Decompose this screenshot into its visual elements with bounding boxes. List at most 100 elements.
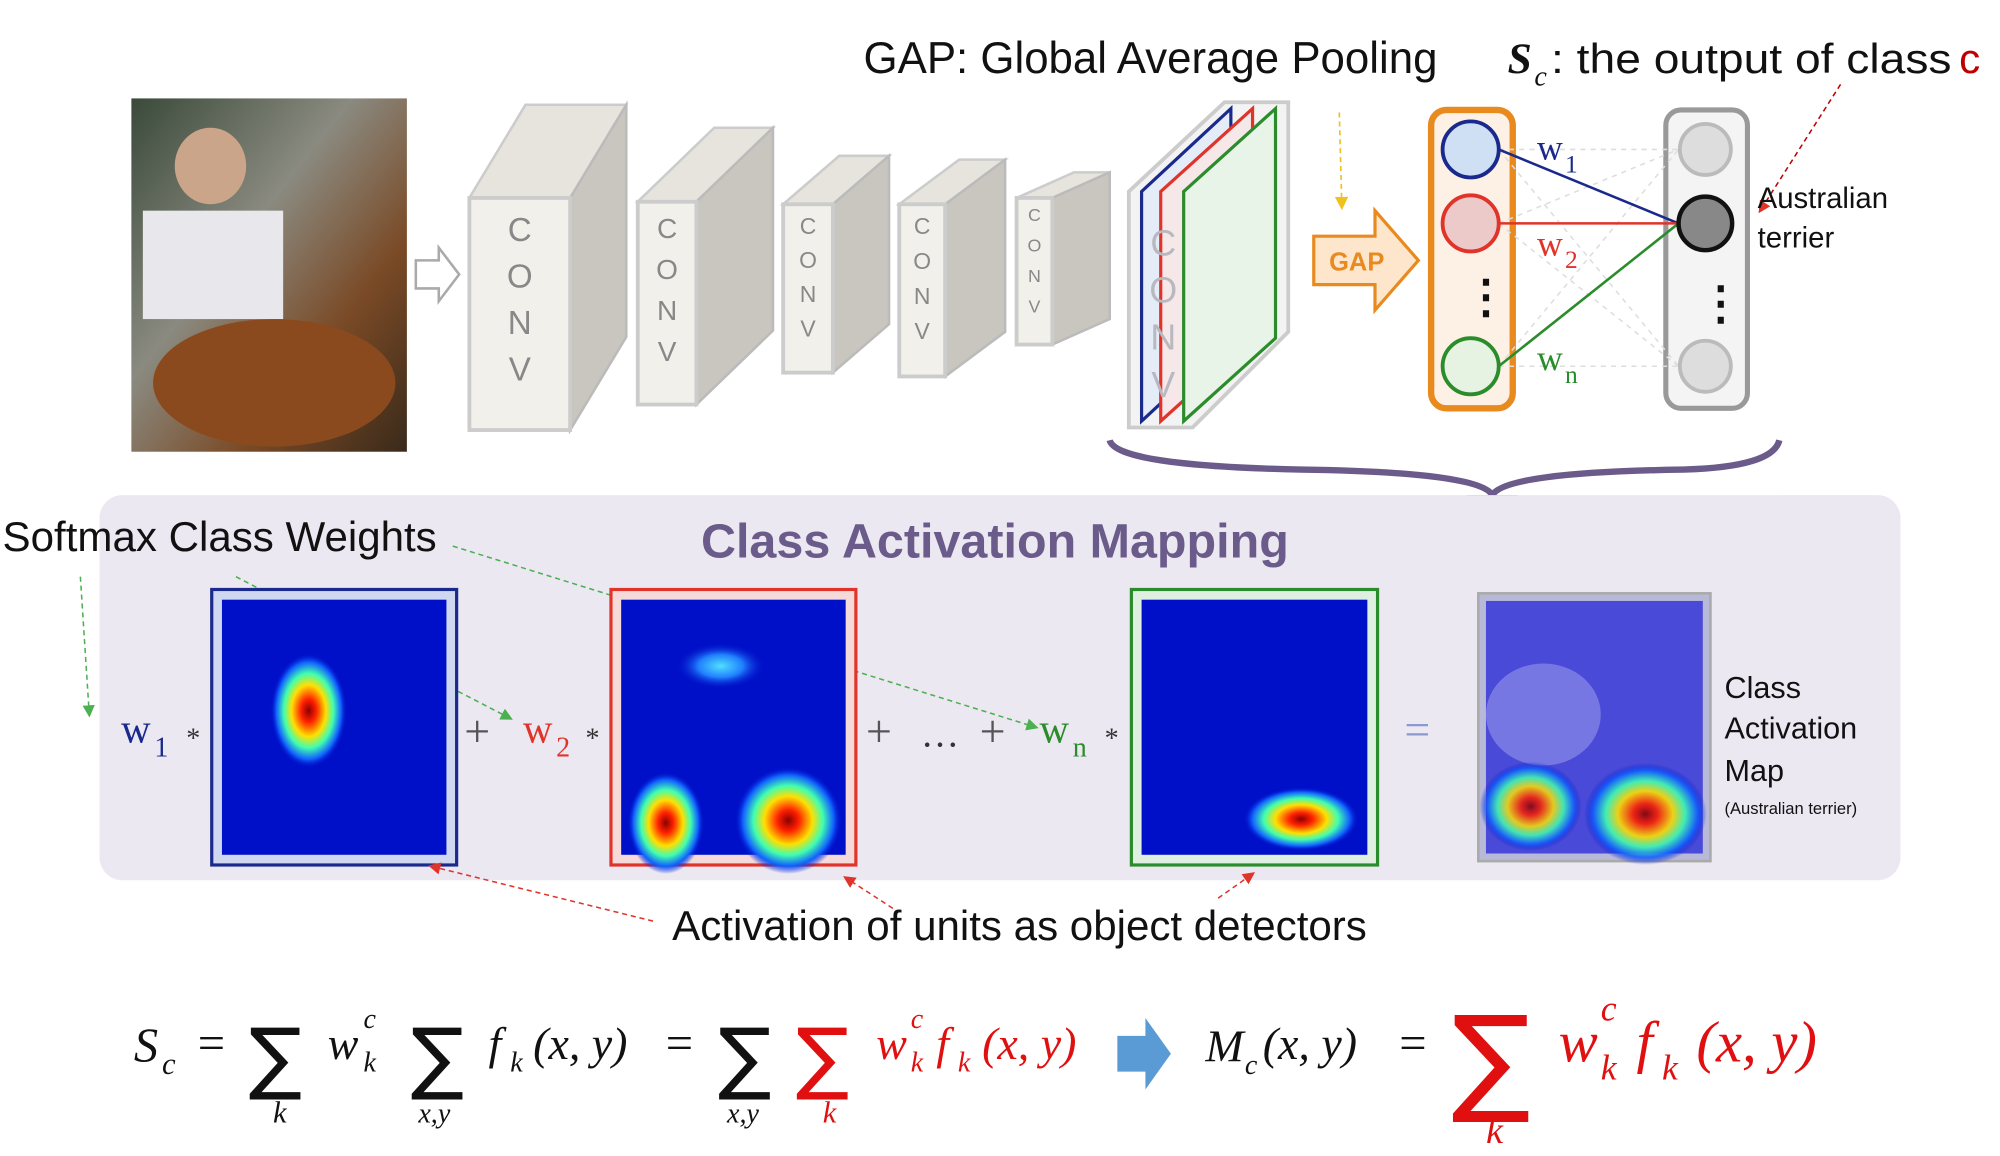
conv-letter: V (509, 351, 531, 388)
equals-sign: = (1404, 704, 1430, 755)
svg-text:(x, y): (x, y) (533, 1018, 627, 1069)
weight-labels: w 1w 2w n (1537, 128, 1578, 389)
activation-map-n (1129, 587, 1380, 867)
plus-sign: + (464, 705, 490, 756)
output-layer (1663, 107, 1750, 411)
conv-letter: C (657, 213, 677, 244)
sc-text: : the output of class (1551, 35, 1952, 82)
sc-symbol: S (1508, 35, 1532, 83)
conv-letter: V (1151, 365, 1175, 405)
sc-sub: c (1534, 62, 1547, 93)
conv-letter: O (507, 258, 533, 295)
conv-letter: C (1028, 205, 1041, 225)
map-label-3: Map (1724, 754, 1784, 788)
gap-pointer (1334, 112, 1349, 211)
svg-text:n: n (1073, 733, 1087, 764)
weight-sub: 1 (1565, 149, 1578, 178)
svg-text:c: c (911, 1004, 924, 1035)
gap-dots: ⋮ (1463, 272, 1509, 323)
svg-text:k: k (958, 1048, 971, 1079)
svg-text:k: k (823, 1096, 838, 1130)
conv-letter: V (800, 315, 816, 341)
sc-title: S c : the output of class c (1508, 35, 1981, 93)
conv-letter: N (800, 281, 817, 307)
gap-unit-2 (1440, 193, 1501, 254)
output-unit (1677, 122, 1733, 177)
ellipsis: … (921, 713, 959, 755)
weight-wn: w n (1040, 707, 1087, 764)
input-arrow-icon (414, 243, 461, 305)
svg-text:w: w (1040, 707, 1070, 752)
svg-text:k: k (510, 1048, 523, 1079)
output-unit-target (1676, 194, 1735, 253)
svg-text:k: k (1662, 1047, 1679, 1087)
svg-text:(x, y): (x, y) (1696, 1009, 1816, 1074)
cam-title: Class Activation Mapping (701, 515, 1289, 569)
brace-arrow (1106, 438, 1783, 502)
svg-text:w: w (1559, 1009, 1598, 1074)
output-unit (1677, 338, 1733, 394)
weight-w2: w 2 (523, 707, 570, 764)
gap-arrow (1312, 206, 1421, 315)
class-label-line1: Australian (1758, 182, 1888, 215)
conv-letter: C (914, 213, 931, 239)
svg-text:M: M (1204, 1020, 1246, 1071)
svg-text:∑: ∑ (411, 1011, 464, 1103)
svg-text:f: f (489, 1018, 508, 1069)
svg-text:k: k (911, 1048, 924, 1079)
svg-text:x,y: x,y (726, 1099, 759, 1130)
sc-class: c (1959, 35, 1980, 82)
multiply-sign: * (585, 724, 599, 755)
conv-letter: N (1150, 318, 1176, 358)
svg-text:f: f (1636, 1009, 1660, 1074)
cam-panel (99, 495, 1901, 881)
plus-sign: + (866, 705, 892, 756)
svg-text:S: S (134, 1019, 158, 1072)
conv-letter: C (800, 213, 817, 239)
svg-text:c: c (364, 1004, 377, 1035)
dense-connections (1498, 148, 1680, 368)
svg-text:k: k (1486, 1110, 1504, 1152)
softmax-label: Softmax Class Weights (3, 513, 437, 560)
cam-equation: S c = ∑ k w c k ∑ x,y f k (x, y) = ∑ x,y… (134, 989, 1817, 1152)
implies-arrow-icon (1117, 1018, 1171, 1090)
weight-w1: w 1 (121, 707, 168, 764)
output-dots: ⋮ (1698, 278, 1744, 329)
svg-text:∑: ∑ (1452, 991, 1531, 1128)
map-label-1: Class (1724, 671, 1801, 705)
svg-text:∑: ∑ (718, 1011, 771, 1103)
svg-text:f: f (936, 1018, 955, 1069)
conv-letter: N (1028, 266, 1041, 286)
conv-letter: O (799, 247, 817, 273)
svg-text:∑: ∑ (249, 1011, 302, 1103)
multiply-sign: * (186, 724, 200, 755)
svg-text:w: w (328, 1018, 359, 1069)
svg-text:2: 2 (556, 733, 570, 764)
conv-letter: N (914, 283, 931, 309)
conv-letter: N (508, 305, 532, 342)
class-activation-map (1477, 592, 1712, 865)
conv-letter: V (658, 336, 677, 367)
gap-title: GAP: Global Average Pooling (864, 34, 1438, 83)
gap-layer (1427, 106, 1516, 412)
svg-text:w: w (523, 707, 553, 752)
conv-letter: V (915, 318, 931, 344)
svg-text:c: c (1245, 1050, 1258, 1081)
svg-text:c: c (162, 1047, 176, 1081)
svg-text:w: w (876, 1018, 907, 1069)
weight-label: w (1537, 338, 1563, 378)
conv-letter: O (1027, 236, 1041, 256)
svg-text:1: 1 (154, 733, 168, 764)
svg-text:(x, y): (x, y) (1263, 1018, 1357, 1069)
svg-text:x,y: x,y (417, 1099, 450, 1130)
detectors-label: Activation of units as object detectors (672, 902, 1367, 949)
map-label-2: Activation (1724, 712, 1857, 746)
conv-letter: O (913, 248, 931, 274)
